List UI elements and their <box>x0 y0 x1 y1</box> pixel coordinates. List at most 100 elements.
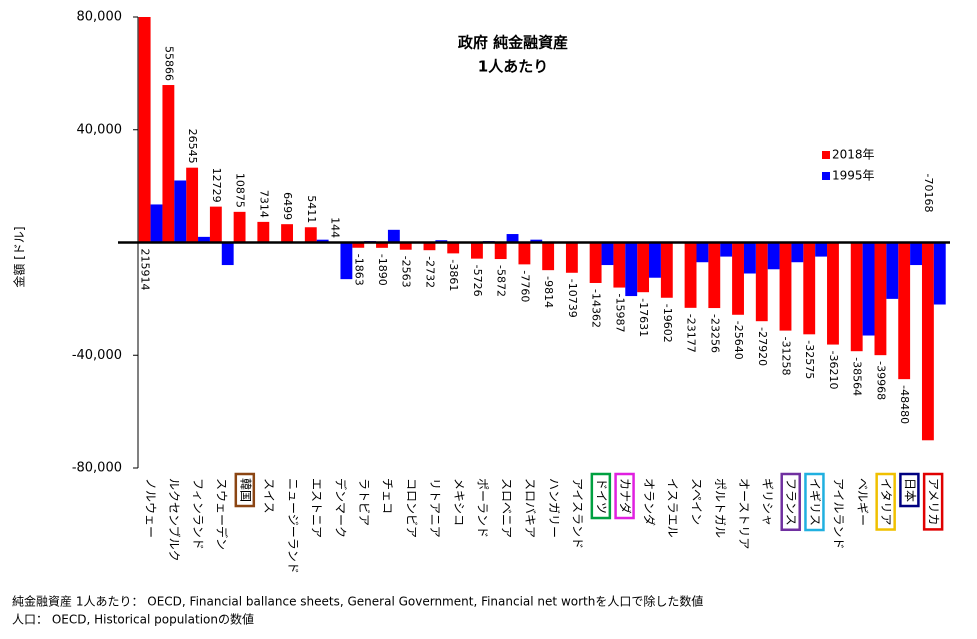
value-label: -38564 <box>851 357 864 396</box>
bar <box>696 242 709 263</box>
highlight-box <box>922 472 944 531</box>
bar <box>198 236 210 243</box>
value-label: -70168 <box>922 174 935 213</box>
x-tick-label: イスラエル <box>666 478 680 538</box>
x-tick-label: ベルギー <box>855 478 869 526</box>
bar <box>625 242 638 297</box>
bar <box>281 224 293 243</box>
x-tick-label: ノルウェー <box>143 478 157 538</box>
y-tick-label: -80,000 <box>72 461 122 476</box>
bar <box>423 242 436 251</box>
bar <box>862 242 875 336</box>
bar <box>779 242 792 331</box>
x-tick-label: フィンランド <box>191 478 205 550</box>
bar <box>530 239 543 243</box>
value-label: -15987 <box>613 294 626 333</box>
bar <box>886 242 899 299</box>
bar <box>803 242 816 335</box>
value-label: 144 <box>329 217 342 238</box>
bar <box>910 242 922 266</box>
value-label: -23177 <box>685 314 698 353</box>
value-label: -31258 <box>779 337 792 376</box>
x-tick-label: オーストリア <box>737 478 751 549</box>
value-label: 7314 <box>257 190 270 218</box>
bar <box>684 242 697 308</box>
x-tick-label: メキシコ <box>452 478 466 526</box>
x-tick-label: ハンガリー <box>547 478 561 538</box>
x-tick-label: エストニア <box>310 478 324 538</box>
x-tick-label: チェコ <box>381 478 395 514</box>
value-label: -19602 <box>661 304 674 343</box>
x-tick-label: オランダ <box>642 478 657 526</box>
bar <box>518 242 531 265</box>
value-label: -25640 <box>732 321 745 360</box>
bar <box>352 242 365 248</box>
x-tick-label: 日本 <box>903 478 917 502</box>
value-label: -27920 <box>756 327 769 366</box>
bar <box>162 85 175 243</box>
chart-subtitle: 1人あたり <box>478 58 548 76</box>
bar <box>304 227 317 243</box>
bar <box>708 242 721 309</box>
value-label: -5872 <box>495 265 508 297</box>
bar <box>743 242 756 274</box>
x-tick-label: ポーランド <box>476 478 490 538</box>
highlight-box <box>804 472 825 532</box>
x-tick-label: ラトビア <box>357 478 371 526</box>
legend-swatch <box>822 151 830 159</box>
value-label: -3861 <box>447 259 460 291</box>
bar <box>257 221 270 243</box>
highlight-box <box>875 472 896 531</box>
bar <box>376 242 388 248</box>
x-tick-label: ニュージーランド <box>286 478 300 574</box>
value-label: -10739 <box>566 279 579 318</box>
bar <box>494 242 507 260</box>
x-tick-label: カナダ <box>618 478 633 514</box>
value-label: -17631 <box>637 298 650 337</box>
bar <box>815 242 828 257</box>
bar <box>316 239 329 243</box>
value-label: 215914 <box>139 249 152 291</box>
x-tick-label: アイルランド <box>832 478 846 549</box>
value-label: -1863 <box>352 254 365 286</box>
bar <box>898 242 911 380</box>
highlight-box <box>590 472 612 520</box>
bar <box>447 242 460 254</box>
y-axis-label: 金額 [ドル] <box>12 226 27 287</box>
bar <box>340 242 353 280</box>
x-tick-label: 韓国 <box>238 478 252 502</box>
bar <box>755 242 768 322</box>
value-label: -48480 <box>898 385 911 424</box>
chart-title: 政府 純金融資産 <box>458 34 568 52</box>
y-tick-label: -40,000 <box>72 348 122 363</box>
bar <box>613 242 626 288</box>
value-label: 6499 <box>281 192 294 220</box>
value-label: -2732 <box>423 256 436 288</box>
bar <box>850 242 863 352</box>
bar <box>209 206 222 243</box>
value-label: -32575 <box>803 340 816 379</box>
x-tick-label: ポルトガル <box>713 478 727 538</box>
x-tick-label: ルクセンブルク <box>167 478 182 562</box>
bar <box>601 242 614 266</box>
value-label: 26545 <box>186 129 199 164</box>
bar <box>791 242 804 263</box>
value-label: -36210 <box>827 351 840 390</box>
x-tick-label: リトアニア <box>428 478 442 538</box>
x-tick-label: ギリシャ <box>760 478 774 526</box>
value-label: -1890 <box>376 254 389 286</box>
highlight-box <box>780 472 801 532</box>
highlight-box <box>899 472 920 508</box>
bar <box>921 242 934 441</box>
x-tick-label: スイス <box>262 478 276 514</box>
value-label: -9814 <box>542 276 555 308</box>
bar <box>565 242 578 273</box>
x-tick-label: イギリス <box>808 478 822 526</box>
bar <box>933 242 946 305</box>
bar <box>138 17 151 243</box>
bar <box>506 234 519 243</box>
bar <box>387 229 400 243</box>
bar <box>399 242 412 250</box>
highlight-box <box>614 472 635 520</box>
